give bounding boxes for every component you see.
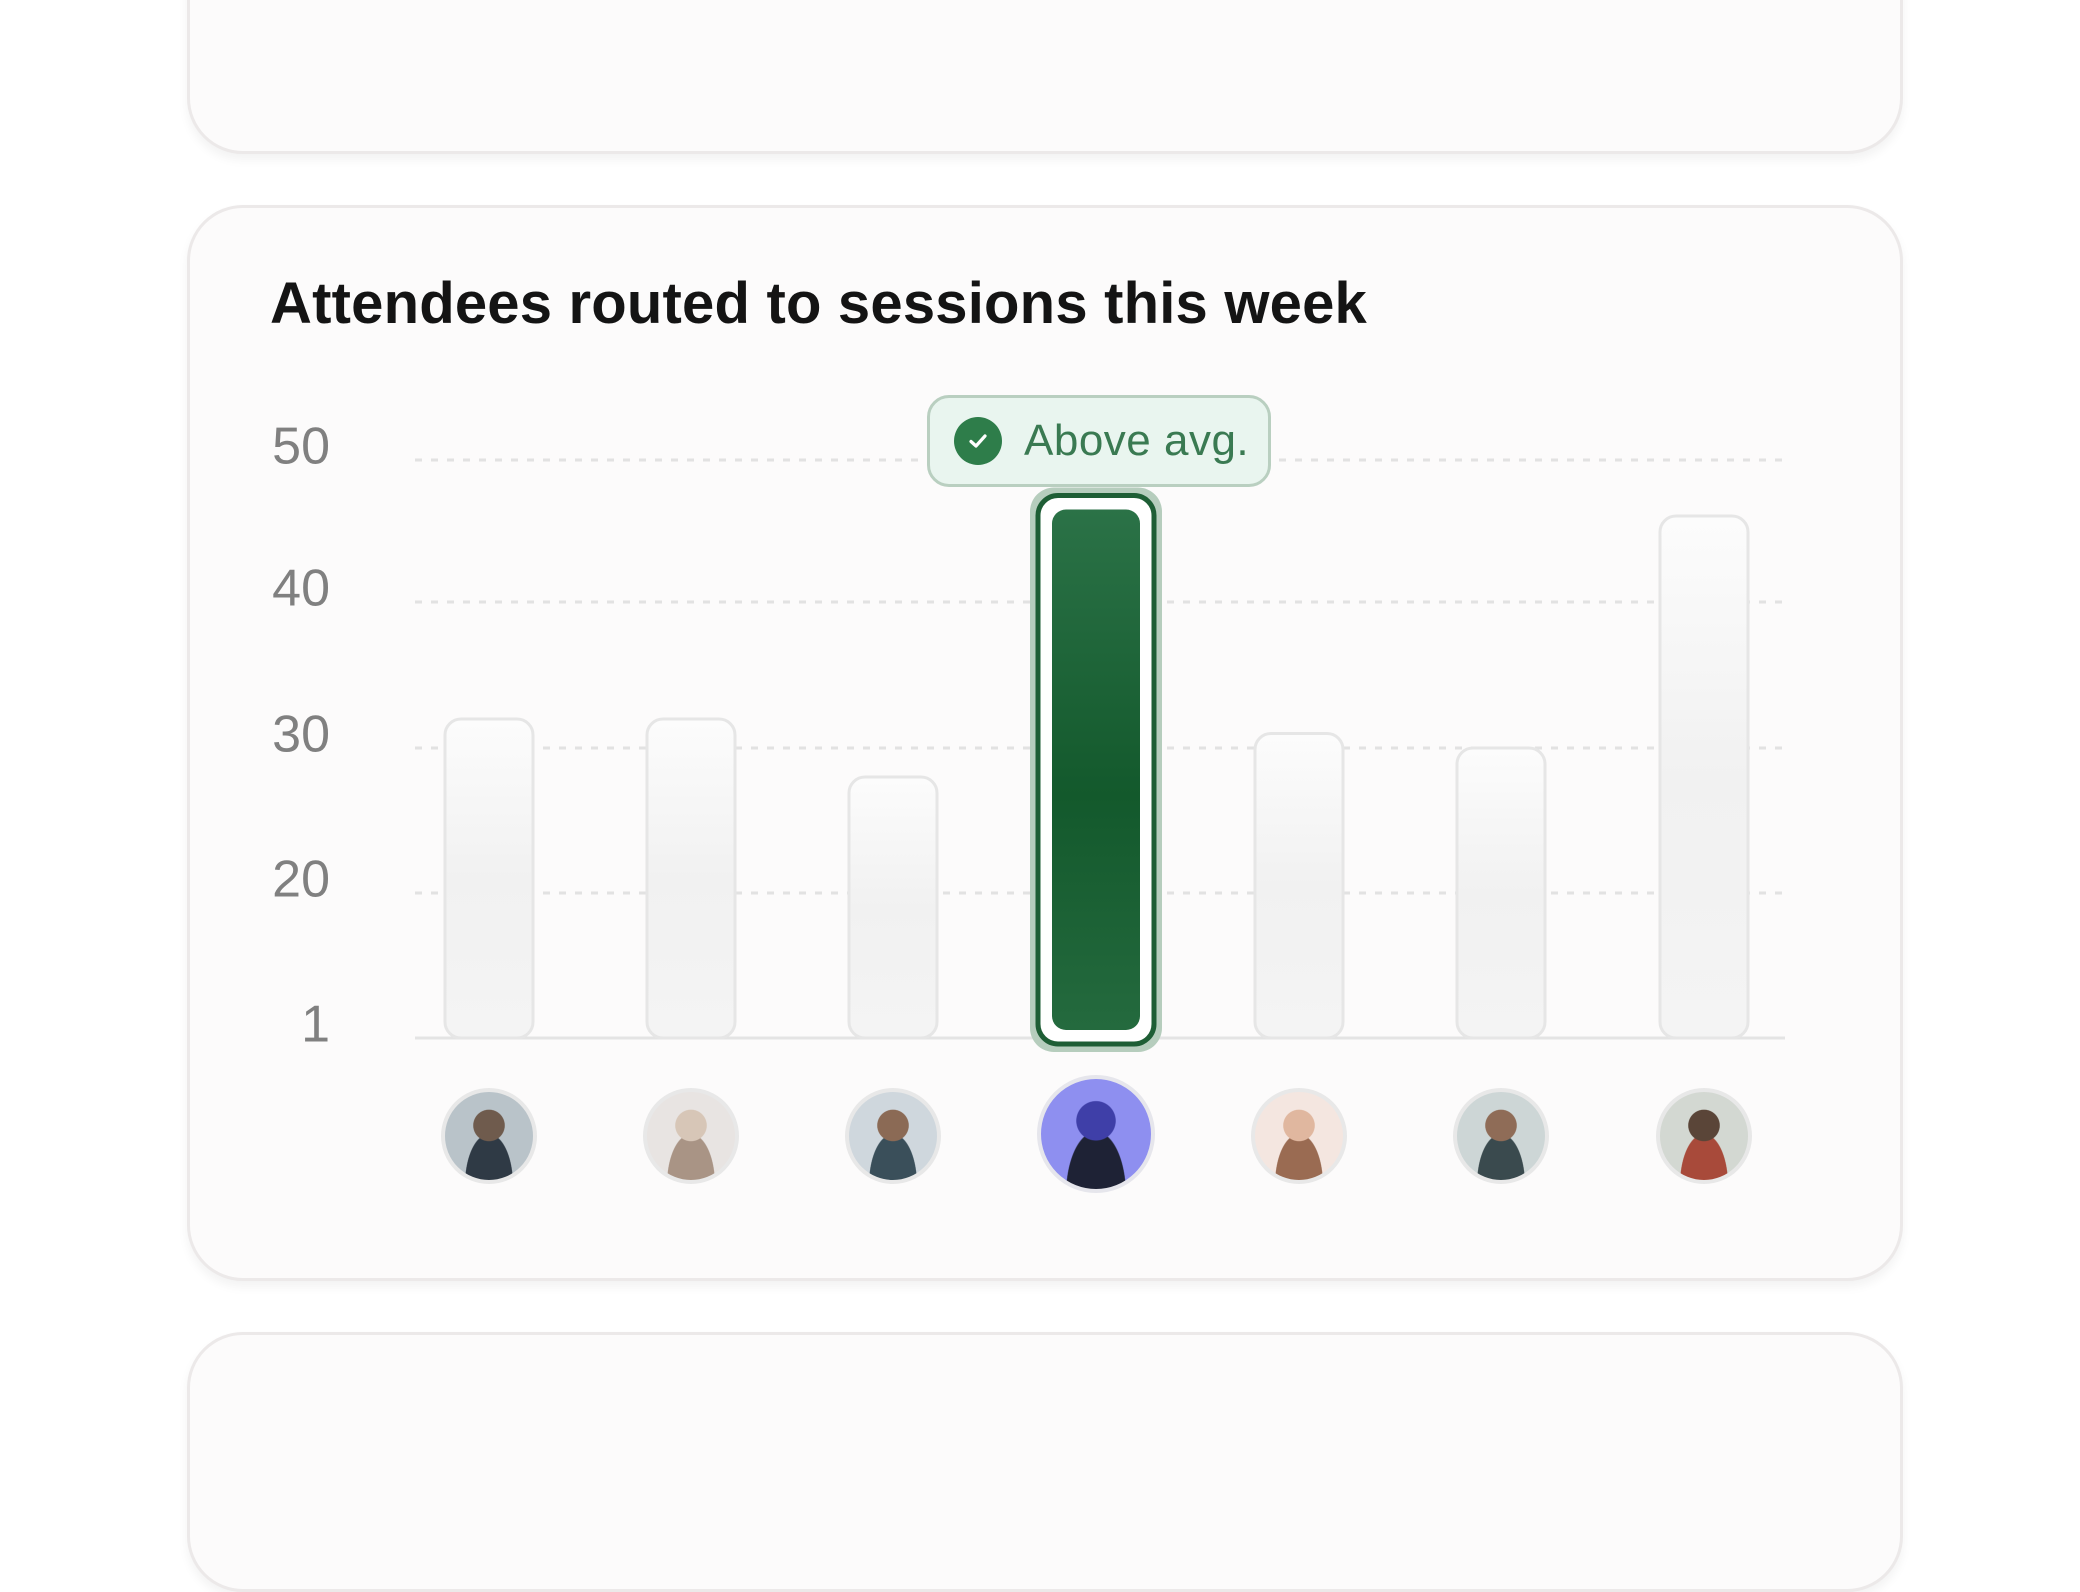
avatar-man-glasses-icon[interactable] — [1656, 1088, 1752, 1184]
y-tick-label: 1 — [301, 996, 330, 1054]
bar[interactable] — [1658, 514, 1750, 1040]
attendees-chart-card: Attendees routed to sessions this week 1… — [187, 205, 1903, 1281]
check-circle-icon — [954, 417, 1002, 465]
bar[interactable] — [1253, 732, 1345, 1040]
y-tick-label: 20 — [272, 851, 330, 909]
bar-highlighted[interactable] — [1052, 509, 1140, 1031]
bar[interactable] — [443, 717, 535, 1040]
avatar-man-smiling-icon[interactable] — [1251, 1088, 1347, 1184]
y-tick-label: 50 — [272, 418, 330, 476]
bar-chart: 1 20 30 40 50 — [272, 418, 1785, 1054]
above-average-badge: Above avg. — [927, 395, 1271, 487]
badge-label: Above avg. — [1024, 416, 1250, 465]
avatar-woman-smiling-icon[interactable] — [845, 1088, 941, 1184]
summary-card-bottom — [187, 1332, 1903, 1592]
avatar-woman-highlighted-icon[interactable] — [1037, 1075, 1155, 1193]
avatar-woman-brown-hair-icon[interactable] — [1453, 1088, 1549, 1184]
summary-card-top — [187, 0, 1903, 154]
avatar-woman-light-hair-icon[interactable] — [643, 1088, 739, 1184]
avatar-man-dark-hair-icon[interactable] — [441, 1088, 537, 1184]
bar[interactable] — [645, 717, 737, 1040]
y-tick-label: 30 — [272, 706, 330, 764]
y-tick-label: 40 — [272, 560, 330, 618]
bar[interactable] — [847, 775, 939, 1040]
chart-title: Attendees routed to sessions this week — [270, 271, 1367, 336]
bar[interactable] — [1455, 746, 1547, 1040]
